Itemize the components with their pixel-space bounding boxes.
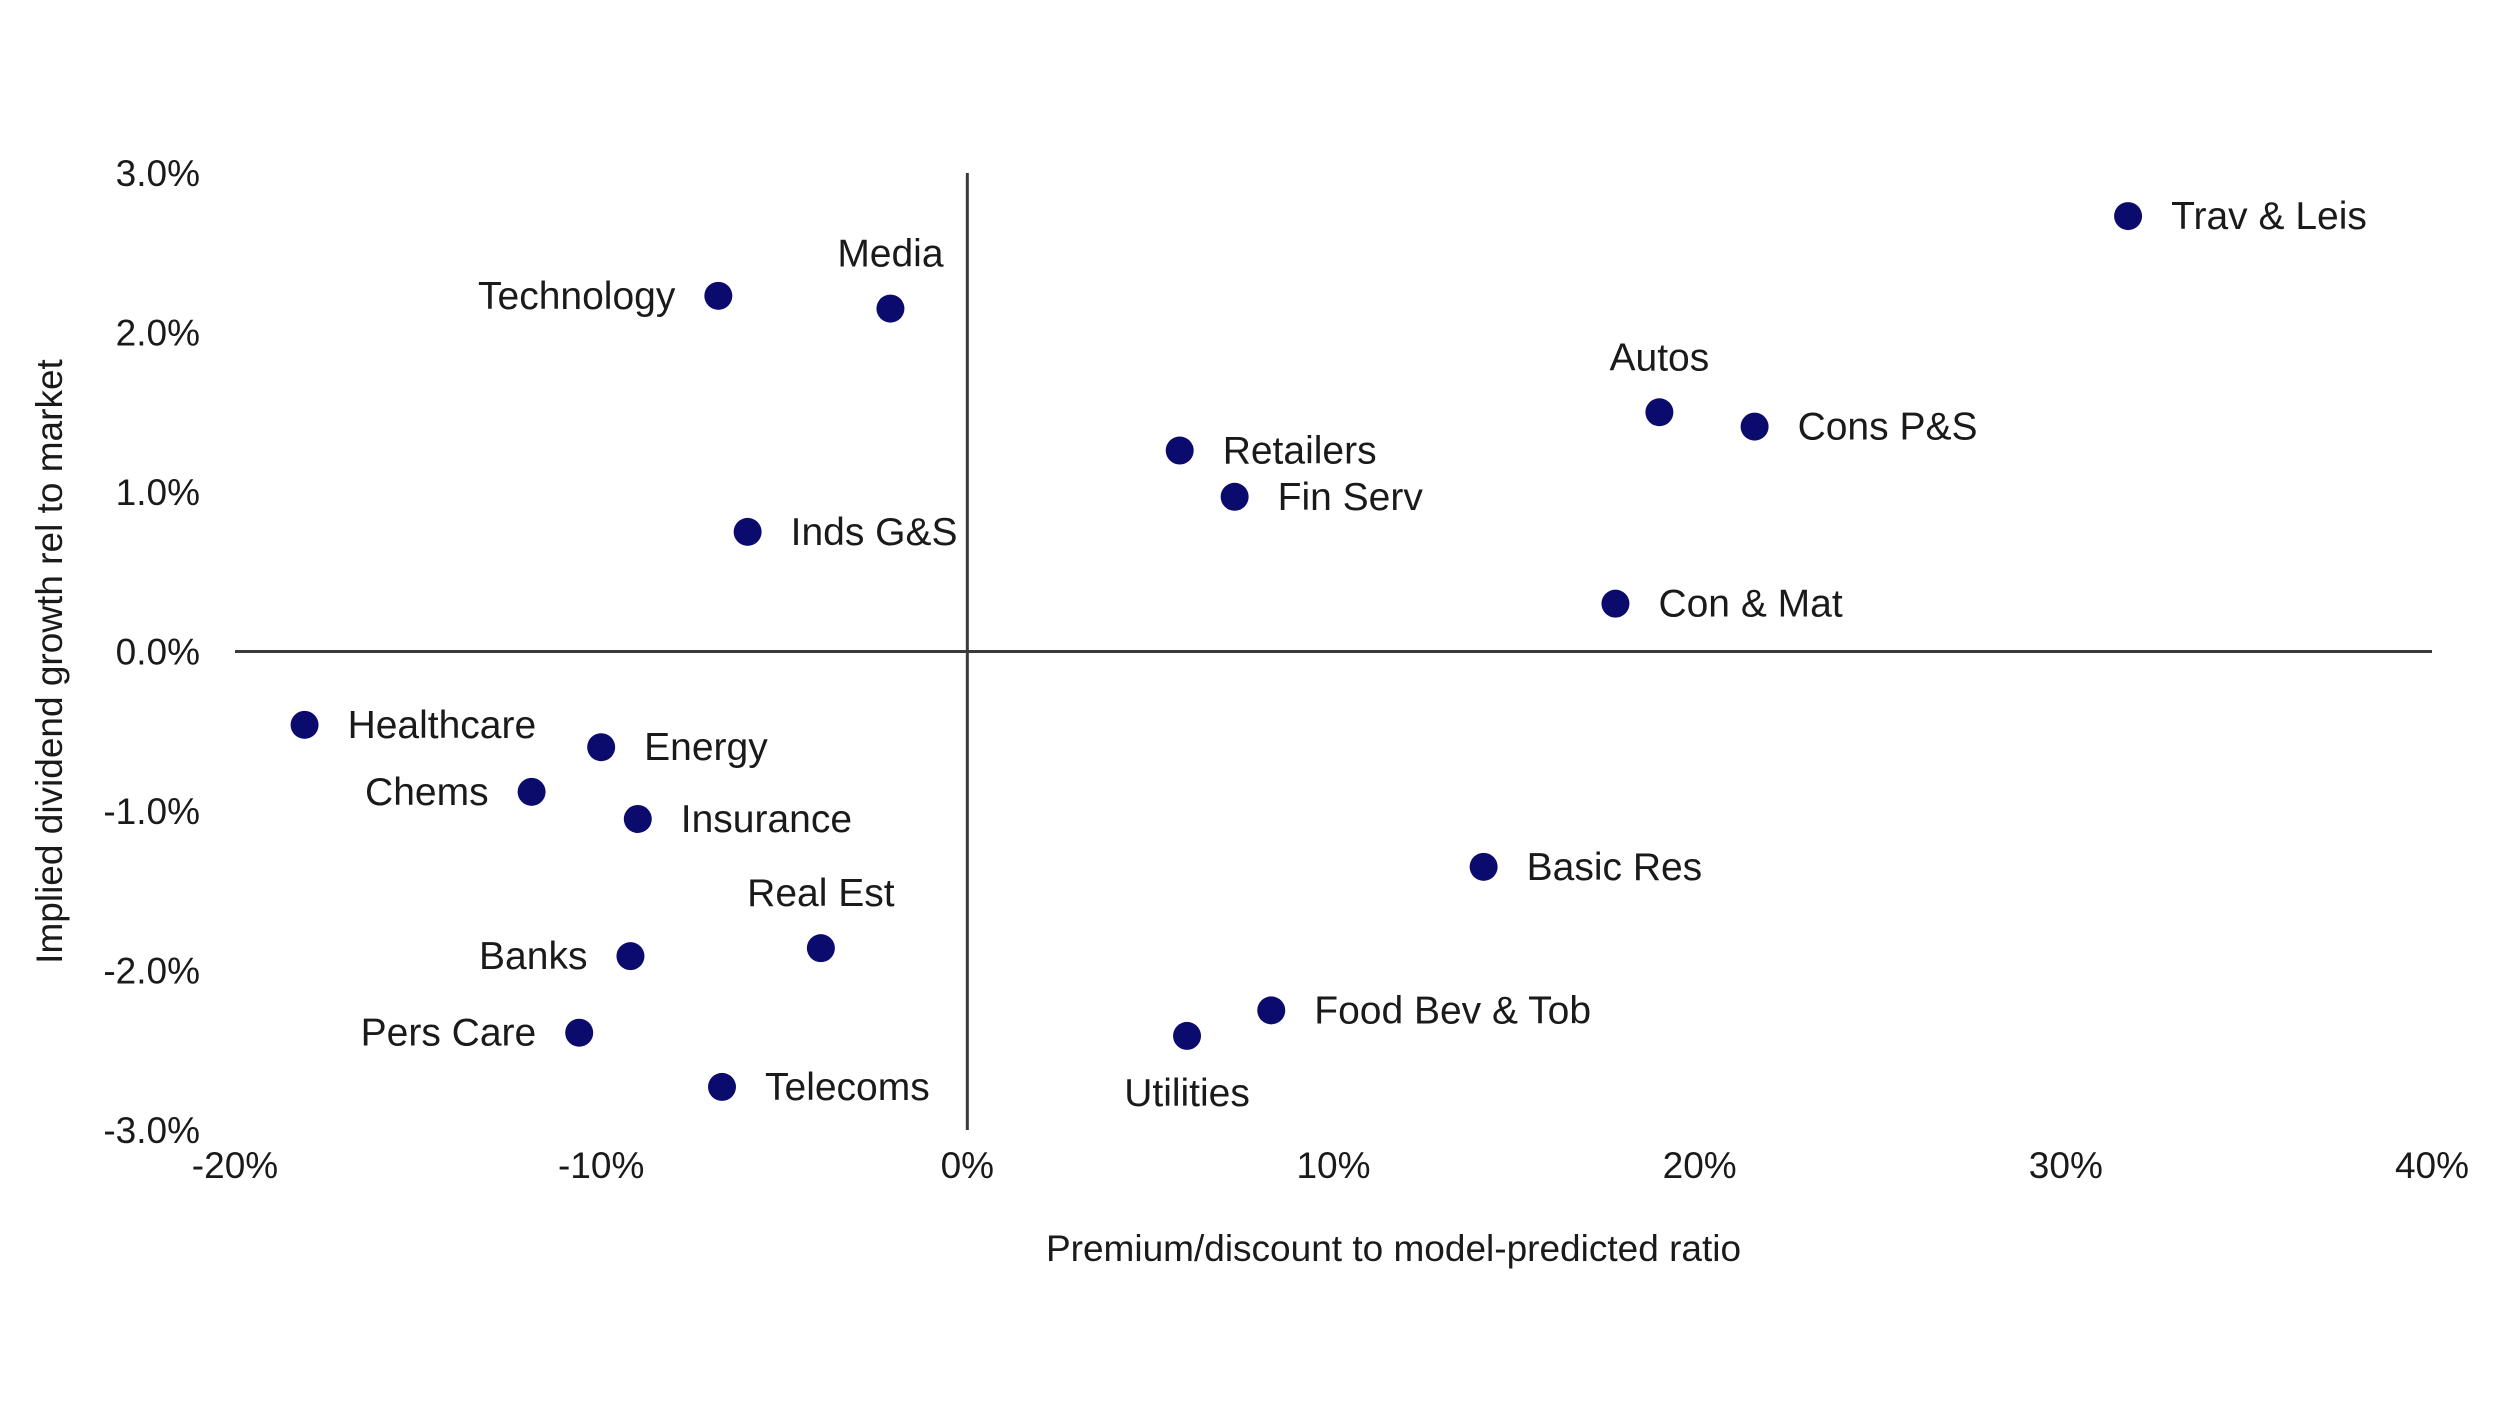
point-label: Fin Serv <box>1278 476 1424 519</box>
x-tick-label: -10% <box>558 1145 644 1186</box>
x-tick-label: 30% <box>2029 1145 2103 1186</box>
point-label: Utilities <box>1124 1072 1250 1115</box>
data-point <box>1173 1021 1202 1050</box>
point-label: Inds G&S <box>791 511 958 554</box>
x-tick-label: 40% <box>2395 1145 2469 1186</box>
x-axis-title: Premium/discount to model-predicted rati… <box>1046 1228 1741 1269</box>
data-point <box>704 281 733 310</box>
data-point <box>708 1072 737 1101</box>
x-tick-label: 0% <box>941 1145 994 1186</box>
data-point <box>1165 436 1194 465</box>
data-point <box>517 777 546 806</box>
point-label: Technology <box>478 275 676 318</box>
x-tick-label: 10% <box>1296 1145 1370 1186</box>
data-point <box>1257 996 1286 1025</box>
y-tick-label: 1.0% <box>116 472 200 513</box>
data-point <box>1220 482 1249 511</box>
data-points <box>290 202 2143 1101</box>
data-point <box>806 934 835 963</box>
y-tick-label: 0.0% <box>116 632 200 673</box>
y-tick-label: 3.0% <box>116 153 200 194</box>
point-label: Real Est <box>747 872 895 915</box>
point-label: Insurance <box>681 798 852 841</box>
point-label: Healthcare <box>348 704 537 747</box>
y-tick-label: -2.0% <box>103 951 200 992</box>
data-point <box>587 733 616 762</box>
data-point <box>565 1018 594 1047</box>
point-label: Energy <box>644 726 768 769</box>
point-label: Cons P&S <box>1798 406 1978 449</box>
data-point <box>1469 852 1498 881</box>
x-tick-label: 20% <box>1663 1145 1737 1186</box>
data-point <box>1740 412 1769 441</box>
x-tick-label: -20% <box>192 1145 278 1186</box>
point-label: Pers Care <box>361 1012 537 1055</box>
point-label: Food Bev & Tob <box>1314 989 1591 1032</box>
point-label: Basic Res <box>1527 846 1703 889</box>
data-point <box>2114 202 2143 231</box>
data-point <box>733 517 762 546</box>
data-point <box>290 710 319 739</box>
point-labels: Trav & Leis Media Technology Autos Cons P&S R… <box>348 195 2367 1115</box>
tick-labels: -20% -10% 0% 10% 20% 30% 40% 3.0% 2.0% 1.0% 0.0% -1… <box>103 153 2469 1186</box>
point-label: Autos <box>1610 336 1710 379</box>
data-point <box>623 804 652 833</box>
data-point <box>1601 589 1630 618</box>
point-label: Banks <box>479 935 587 978</box>
axes <box>235 173 2432 1130</box>
point-label: Trav & Leis <box>2171 195 2367 238</box>
y-tick-label: -3.0% <box>103 1110 200 1151</box>
point-label: Chems <box>365 771 489 814</box>
point-label: Retailers <box>1223 430 1377 473</box>
point-label: Telecoms <box>765 1066 930 1109</box>
point-label: Con & Mat <box>1658 583 1842 626</box>
y-tick-label: -1.0% <box>103 791 200 832</box>
y-axis-title: Implied dividend growth rel to market <box>29 358 70 963</box>
data-point <box>1645 398 1674 427</box>
data-point <box>876 294 905 323</box>
point-label: Media <box>837 233 944 276</box>
y-tick-label: 2.0% <box>116 313 200 354</box>
data-point <box>616 942 645 971</box>
